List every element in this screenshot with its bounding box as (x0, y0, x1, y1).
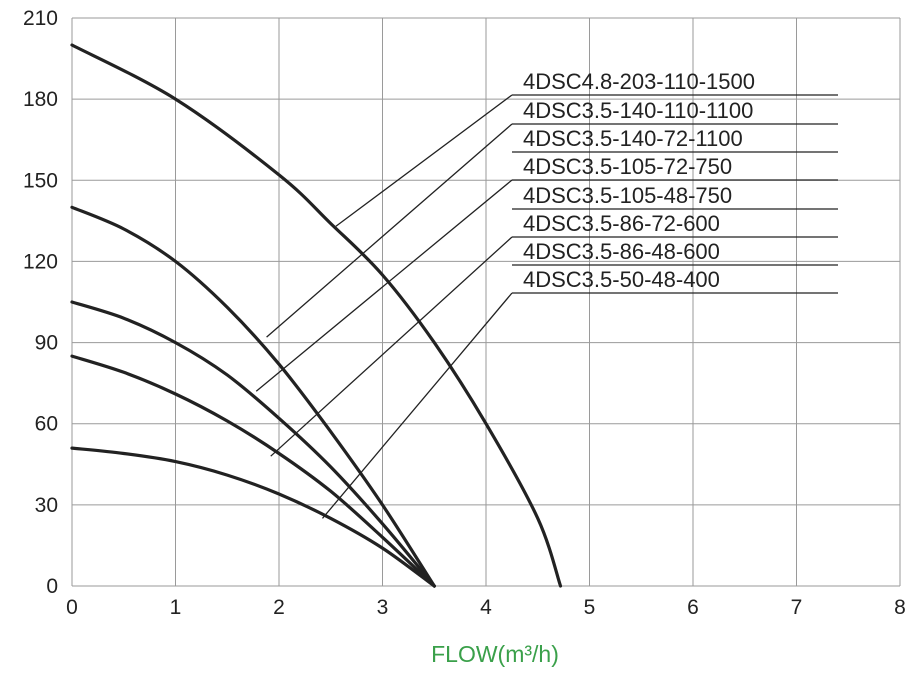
legend-label-5: 4DSC3.5-86-72-600 (523, 211, 720, 236)
y-tick-label-3: 90 (35, 332, 58, 355)
y-axis-ticks: 0 30 60 90 120 150 180 210 (23, 7, 58, 598)
x-tick-label-7: 7 (791, 596, 803, 619)
x-axis-ticks: 0 1 2 3 4 5 6 7 8 (66, 596, 906, 619)
legend-label-7: 4DSC3.5-50-48-400 (523, 267, 720, 292)
legend-leader-7 (321, 292, 513, 519)
legend-leader-5 (270, 236, 513, 457)
legend-leader-1 (266, 123, 513, 338)
curve-1 (70, 205, 436, 588)
x-tick-label-4: 4 (480, 596, 492, 619)
y-tick-label-6: 180 (23, 88, 58, 111)
curve-3 (70, 300, 436, 588)
x-tick-label-0: 0 (66, 596, 78, 619)
pump-curves (70, 43, 563, 588)
x-tick-label-6: 6 (687, 596, 699, 619)
curve-7 (70, 446, 436, 588)
legend-label-0: 4DSC4.8-203-110-1500 (523, 69, 755, 94)
x-tick-label-2: 2 (273, 596, 285, 619)
legend-label-3: 4DSC3.5-105-72-750 (523, 154, 732, 179)
y-tick-label-0: 0 (46, 575, 58, 598)
x-tick-label-3: 3 (377, 596, 389, 619)
y-tick-label-7: 210 (23, 7, 58, 30)
y-tick-label-1: 30 (35, 494, 58, 517)
legend-label-6: 4DSC3.5-86-48-600 (523, 239, 720, 264)
y-tick-label-2: 60 (35, 413, 58, 436)
y-tick-label-4: 120 (23, 250, 58, 273)
legend-leader-lines (255, 94, 838, 519)
legend-label-2: 4DSC3.5-140-72-1100 (523, 126, 743, 151)
legend-leader-3 (255, 179, 513, 392)
x-axis-title: FLOW(m³/h) (431, 641, 559, 667)
x-tick-label-8: 8 (894, 596, 906, 619)
legend-label-1: 4DSC3.5-140-110-1100 (523, 98, 753, 123)
curve-5 (70, 354, 436, 588)
legend-leader-0 (335, 94, 513, 227)
curve-0 (70, 43, 563, 588)
legend: 4DSC4.8-203-110-1500 4DSC3.5-140-110-1100… (523, 69, 755, 292)
y-tick-label-5: 150 (23, 169, 58, 192)
x-tick-label-1: 1 (170, 596, 182, 619)
x-tick-label-5: 5 (584, 596, 596, 619)
legend-label-4: 4DSC3.5-105-48-750 (523, 183, 732, 208)
